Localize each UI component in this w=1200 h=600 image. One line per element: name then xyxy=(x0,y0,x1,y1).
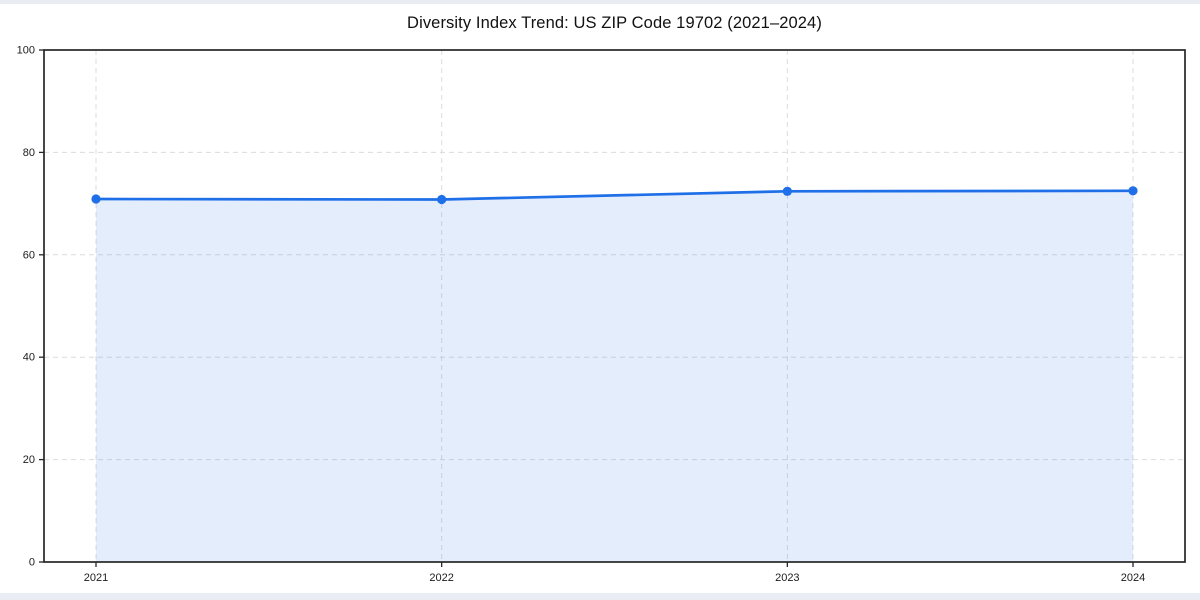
plot-border xyxy=(43,49,1186,563)
y-tick-label: 20 xyxy=(23,454,35,466)
data-point-2022 xyxy=(437,194,447,205)
y-tick-label: 0 xyxy=(29,557,35,569)
area-fill xyxy=(96,190,1133,563)
screen-edge-bottom xyxy=(0,593,1200,600)
x-tick-label: 2024 xyxy=(1121,572,1145,584)
chart-title: Diversity Index Trend: US ZIP Code 19702… xyxy=(407,14,822,32)
y-tick-label: 80 xyxy=(23,147,35,159)
y-tick-label: 100 xyxy=(17,45,35,57)
series-line xyxy=(94,189,1135,201)
y-tick-label: 60 xyxy=(23,249,35,261)
data-point-2021 xyxy=(91,194,101,204)
screen-edge-top xyxy=(0,0,1200,4)
data-point-2023 xyxy=(782,186,792,196)
data-point-2024 xyxy=(1128,186,1138,196)
x-tick-label: 2022 xyxy=(429,572,453,584)
x-tick-label: 2021 xyxy=(84,572,108,584)
x-tick-label: 2023 xyxy=(775,572,799,584)
y-tick-label: 40 xyxy=(23,352,35,364)
